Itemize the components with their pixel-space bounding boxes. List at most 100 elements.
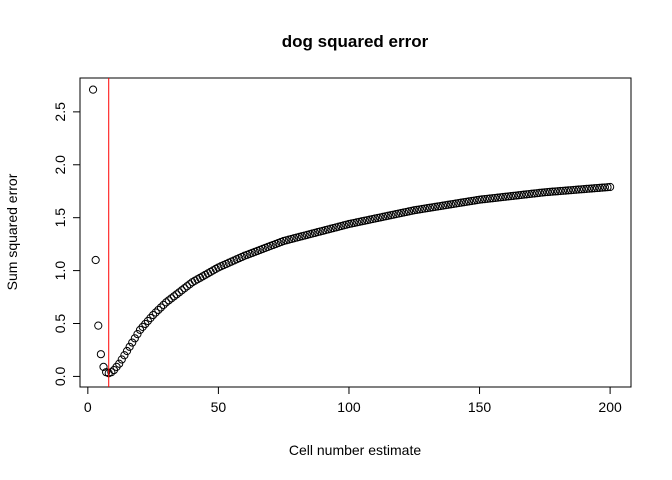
data-point <box>156 303 166 312</box>
data-point <box>491 193 500 203</box>
data-point <box>459 198 468 207</box>
data-point <box>543 187 552 197</box>
data-point <box>177 286 186 295</box>
data-point <box>457 198 466 207</box>
data-point <box>556 186 565 196</box>
data-point <box>470 196 479 205</box>
data-point <box>592 183 602 193</box>
data-point <box>433 202 442 211</box>
data-point <box>151 308 160 317</box>
data-point <box>551 187 560 196</box>
data-point <box>99 362 108 371</box>
data-point <box>164 296 173 305</box>
data-point <box>598 183 607 192</box>
data-point <box>525 189 534 199</box>
data-point <box>559 186 568 195</box>
data-point <box>120 351 129 360</box>
data-point <box>480 195 489 204</box>
data-point <box>535 188 544 197</box>
data-point <box>464 197 474 206</box>
data-point <box>498 192 508 202</box>
data-point <box>117 355 126 364</box>
data-point <box>577 185 586 194</box>
data-point <box>143 316 152 326</box>
y-axis-label: Sum squared error <box>4 173 20 290</box>
x-tick-label: 0 <box>84 399 92 415</box>
data-point <box>417 204 427 214</box>
data-point <box>135 325 145 334</box>
data-point <box>159 300 168 309</box>
data-point <box>149 310 158 320</box>
data-point <box>167 294 176 303</box>
data-point <box>115 359 124 368</box>
x-tick-label: 150 <box>468 399 492 415</box>
data-point <box>595 183 604 192</box>
y-tick-label: 1.0 <box>52 261 68 281</box>
data-point <box>590 184 599 193</box>
x-axis: 0 50 100 150 200 <box>84 386 622 415</box>
data-point <box>506 192 515 201</box>
data-point <box>472 196 482 205</box>
data-point <box>574 185 583 194</box>
data-point <box>475 195 484 204</box>
data-point <box>130 334 139 343</box>
data-point <box>478 195 487 204</box>
data-point <box>566 186 576 195</box>
data-point <box>451 199 461 208</box>
data-point <box>412 205 421 214</box>
data-point <box>428 203 437 212</box>
data-point <box>138 322 147 331</box>
data-point <box>154 305 163 315</box>
data-point <box>91 255 100 265</box>
data-point <box>125 342 134 351</box>
data-point <box>582 184 591 194</box>
data-point <box>438 201 448 210</box>
data-point <box>94 321 103 330</box>
data-point <box>519 190 529 199</box>
data-point <box>88 85 98 94</box>
data-point <box>444 200 453 209</box>
data-point <box>454 198 463 208</box>
x-tick-label: 50 <box>211 399 227 415</box>
data-point <box>606 182 615 192</box>
chart-title: dog squared error <box>282 32 429 51</box>
data-point <box>128 338 137 347</box>
data-point <box>107 368 116 377</box>
data-point <box>146 313 155 323</box>
data-point <box>545 187 555 196</box>
data-point <box>527 189 536 198</box>
data-point <box>561 186 570 195</box>
data-point <box>172 290 181 299</box>
data-point <box>579 185 589 194</box>
data-point <box>517 190 526 200</box>
data-point <box>96 350 105 359</box>
data-point <box>585 184 594 193</box>
y-axis: 0.0 0.5 1.0 1.5 2.0 2.5 <box>52 102 81 386</box>
data-point <box>540 188 549 197</box>
data-point <box>496 193 505 202</box>
data-point <box>441 201 450 210</box>
data-point <box>180 284 189 293</box>
data-point <box>532 189 542 198</box>
data-point <box>600 183 609 192</box>
plot-frame <box>79 77 632 388</box>
data-point <box>415 205 424 214</box>
data-point <box>572 185 581 194</box>
data-point <box>514 191 523 200</box>
data-point <box>462 197 471 206</box>
data-point <box>483 194 492 203</box>
data-point <box>530 189 539 198</box>
data-point <box>133 329 142 339</box>
data-point <box>431 202 440 211</box>
data-point <box>485 194 495 203</box>
data-point <box>553 187 562 196</box>
data-point <box>446 200 455 209</box>
data-point <box>509 191 518 200</box>
data-point <box>488 194 497 203</box>
y-tick-label: 2.0 <box>52 155 68 175</box>
data-point <box>501 192 510 201</box>
y-tick-label: 0.5 <box>52 314 68 334</box>
x-tick-label: 100 <box>337 399 361 415</box>
data-point <box>122 346 132 356</box>
